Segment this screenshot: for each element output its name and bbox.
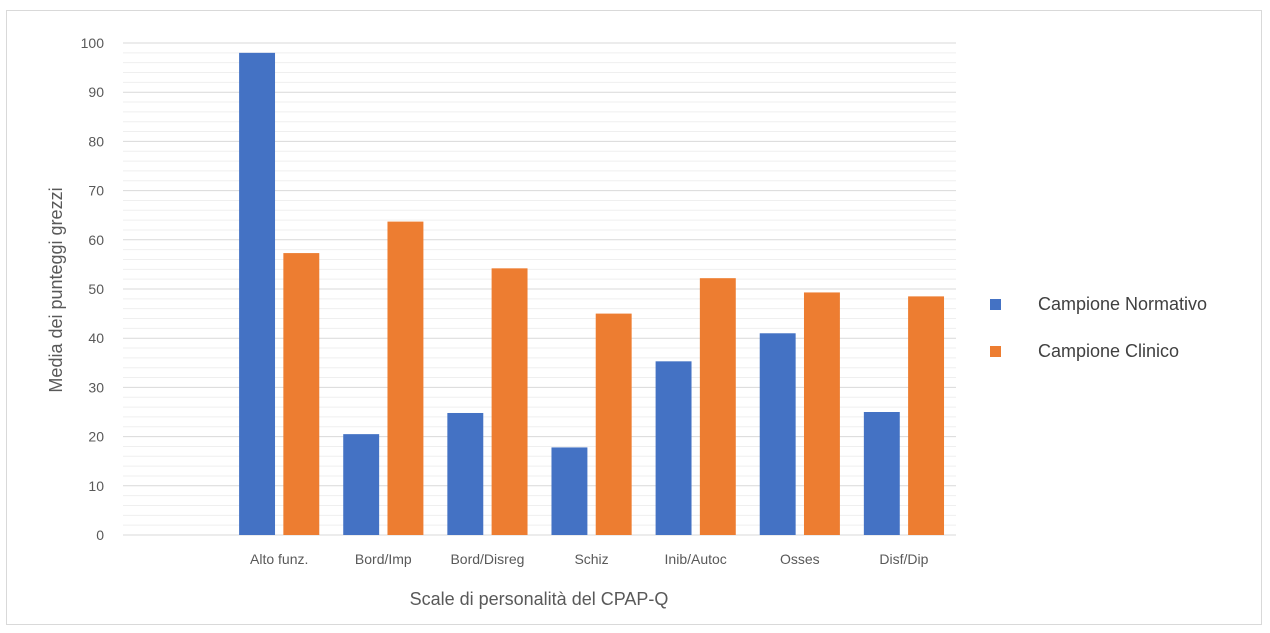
bar-normativo bbox=[447, 412, 484, 535]
bar-normativo bbox=[239, 52, 276, 536]
y-tick-label: 90 bbox=[88, 84, 104, 100]
chart-area bbox=[6, 10, 1262, 625]
x-tick-label: Alto funz. bbox=[250, 551, 308, 567]
legend-swatch bbox=[990, 346, 1001, 357]
x-tick-label: Disf/Dip bbox=[879, 551, 928, 567]
bar-clinico bbox=[908, 296, 945, 535]
bar-clinico bbox=[699, 278, 736, 535]
x-axis-tick-labels: Alto funz. Bord/Imp Bord/Disreg Schiz Inib/A… bbox=[250, 551, 929, 567]
y-tick-label: 50 bbox=[88, 281, 104, 297]
y-tick-label: 100 bbox=[81, 35, 105, 51]
y-tick-label: 60 bbox=[88, 232, 104, 248]
bar-normativo bbox=[863, 412, 900, 535]
y-tick-label: 70 bbox=[88, 183, 104, 199]
y-tick-label: 20 bbox=[88, 429, 104, 445]
x-tick-label: Osses bbox=[780, 551, 820, 567]
x-tick-label: Bord/Imp bbox=[355, 551, 412, 567]
bar-clinico bbox=[595, 313, 632, 535]
y-tick-label: 10 bbox=[88, 478, 104, 494]
legend-swatch bbox=[990, 299, 1001, 310]
x-tick-label: Inib/Autoc bbox=[665, 551, 727, 567]
y-tick-label: 0 bbox=[96, 527, 104, 543]
y-tick-label: 80 bbox=[88, 133, 104, 149]
bar-clinico bbox=[283, 253, 320, 536]
bar-normativo bbox=[759, 333, 796, 535]
y-axis-title: Media dei punteggi grezzi bbox=[46, 187, 66, 392]
y-tick-label: 40 bbox=[88, 330, 104, 346]
x-tick-label: Bord/Disreg bbox=[450, 551, 524, 567]
legend-label: Campione Clinico bbox=[1038, 341, 1179, 361]
bar-normativo bbox=[551, 447, 588, 535]
legend: Campione Normativo Campione Clinico bbox=[990, 294, 1207, 361]
bar-clinico bbox=[387, 221, 424, 535]
x-axis-title: Scale di personalità del CPAP-Q bbox=[410, 589, 669, 609]
bars bbox=[239, 52, 945, 536]
y-tick-label: 30 bbox=[88, 379, 104, 395]
bar-clinico bbox=[803, 292, 840, 535]
legend-label: Campione Normativo bbox=[1038, 294, 1207, 314]
x-tick-label: Schiz bbox=[574, 551, 608, 567]
bar-normativo bbox=[655, 361, 692, 535]
y-axis-tick-labels: 0 10 20 30 40 50 60 70 80 90 100 bbox=[81, 35, 105, 543]
bar-clinico bbox=[491, 268, 528, 535]
bar-normativo bbox=[343, 434, 380, 535]
